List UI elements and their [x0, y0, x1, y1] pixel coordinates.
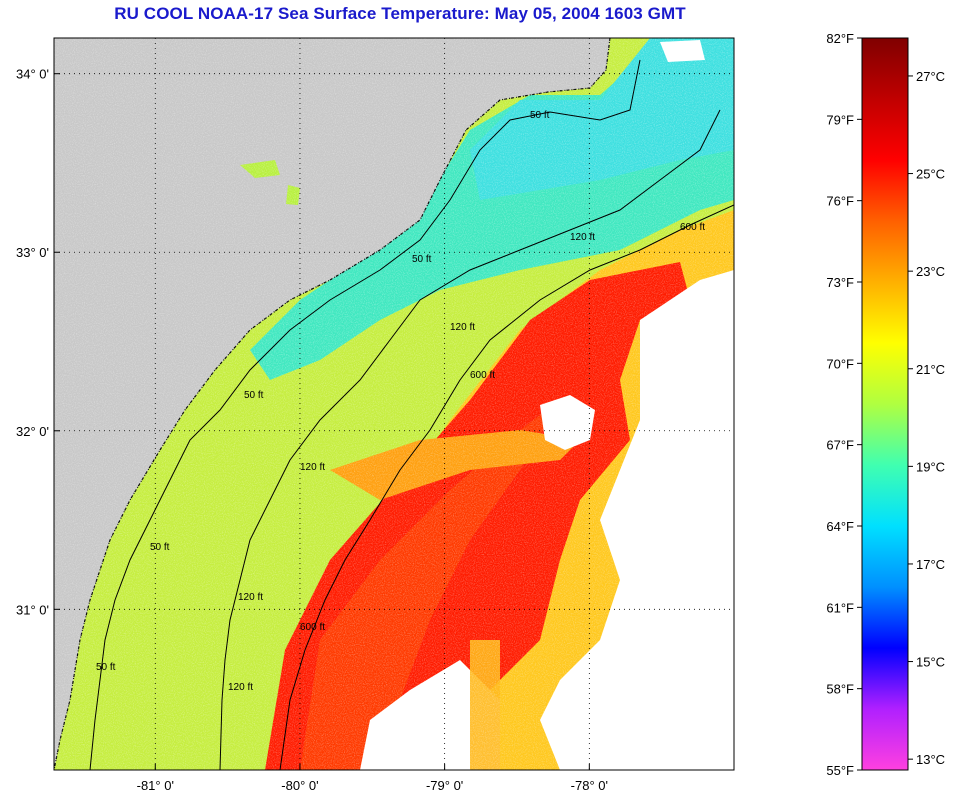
- contour-label-50ft: 50 ft: [530, 110, 550, 121]
- contour-label-50ft: 50 ft: [244, 390, 264, 401]
- contour-label-120ft: 120 ft: [570, 232, 595, 243]
- colorbar-f-label: 61°F: [826, 600, 854, 615]
- colorbar-c-label: 27°C: [916, 69, 945, 84]
- latitude-label: 31° 0': [16, 602, 49, 617]
- longitude-label: -80° 0': [281, 778, 318, 793]
- contour-label-120ft: 120 ft: [238, 592, 263, 603]
- map-frame: [53, 37, 735, 771]
- colorbar-f-label: 55°F: [826, 763, 854, 778]
- colorbar-f-label: 67°F: [826, 438, 854, 453]
- axis-labels: -81° 0' -80° 0' -79° 0' -78° 0' 34° 0' 33° 0'…: [16, 67, 608, 793]
- colorbar-c-label: 23°C: [916, 264, 945, 279]
- colorbar-c-label: 19°C: [916, 459, 945, 474]
- latitude-label: 34° 0': [16, 67, 49, 82]
- colorbar-f-label: 76°F: [826, 194, 854, 209]
- contour-label-50ft: 50 ft: [96, 662, 116, 673]
- contour-120ft: [219, 109, 721, 770]
- contour-label-50ft: 50 ft: [412, 254, 432, 265]
- colorbar-f-label: 70°F: [826, 356, 854, 371]
- contour-label-600ft: 600 ft: [470, 370, 495, 381]
- colorbar-c-label: 17°C: [916, 557, 945, 572]
- contour-label-50ft: 50 ft: [150, 542, 170, 553]
- contour-label-600ft: 600 ft: [680, 222, 705, 233]
- colorbar-c-label: 21°C: [916, 362, 945, 377]
- contour-label-120ft: 120 ft: [300, 462, 325, 473]
- colorbar-c-label: 13°C: [916, 752, 945, 767]
- map-title: RU COOL NOAA-17 Sea Surface Temperature:…: [114, 4, 686, 23]
- contour-50ft: [89, 59, 641, 770]
- colorbar-c-label: 25°C: [916, 167, 945, 182]
- colorbar-scale: [861, 37, 909, 771]
- colorbar-f-label: 79°F: [826, 112, 854, 127]
- colorbar-f-label: 82°F: [826, 31, 854, 46]
- contour-600ft: [279, 204, 734, 770]
- colorbar-c-label: 15°C: [916, 655, 945, 670]
- colorbar-f-label: 73°F: [826, 275, 854, 290]
- contour-label-120ft: 120 ft: [450, 322, 475, 333]
- graticule: [54, 38, 734, 770]
- contour-label-600ft: 600 ft: [300, 622, 325, 633]
- contour-label-120ft: 120 ft: [228, 682, 253, 693]
- colorbar-f-label: 58°F: [826, 682, 854, 697]
- longitude-label: -79° 0': [426, 778, 463, 793]
- longitude-label: -78° 0': [571, 778, 608, 793]
- latitude-label: 32° 0': [16, 424, 49, 439]
- colorbar-f-label: 64°F: [826, 519, 854, 534]
- longitude-label: -81° 0': [137, 778, 174, 793]
- latitude-label: 33° 0': [16, 245, 49, 260]
